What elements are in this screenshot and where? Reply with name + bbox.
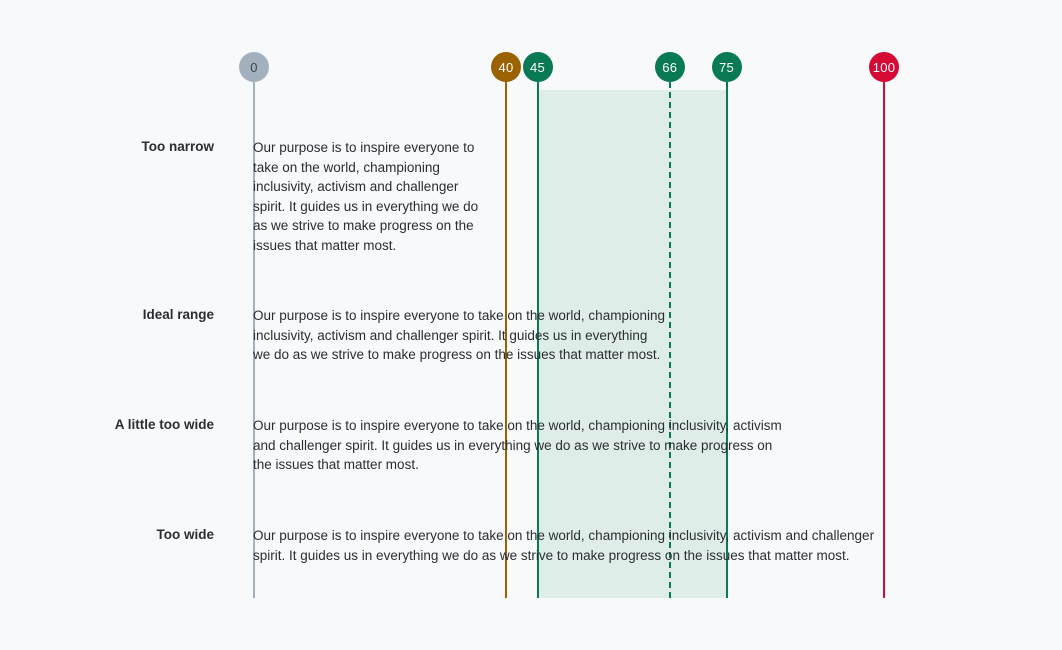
paragraph-line: inclusivity, activism and challenger spi… bbox=[253, 327, 648, 343]
paragraph-line: the issues that matter most. bbox=[253, 457, 419, 472]
row-label: A little too wide bbox=[114, 417, 214, 432]
sample-paragraph: Our purpose is to inspire everyone to tak… bbox=[253, 138, 478, 255]
guide-line-45 bbox=[536, 67, 539, 598]
marker-40: 40 bbox=[491, 52, 521, 82]
row-label: Too wide bbox=[156, 527, 215, 542]
guide-line-100 bbox=[883, 67, 885, 598]
paragraph-line: take on the world, championing bbox=[253, 159, 440, 175]
paragraph-line: inclusivity, activism and challenger bbox=[253, 179, 459, 194]
paragraph-line: issues that matter most. bbox=[253, 237, 397, 253]
paragraph-line: spirit. It guides us in everything we do bbox=[253, 198, 479, 214]
guide-line-75 bbox=[725, 67, 728, 598]
marker-100: 100 bbox=[869, 52, 899, 82]
guide-line-0 bbox=[253, 67, 255, 598]
paragraph-line: Our purpose is to inspire everyone to bbox=[253, 140, 475, 155]
paragraph-line: Our purpose is to inspire everyone to ta… bbox=[253, 418, 782, 433]
guide-line-66 bbox=[668, 82, 671, 598]
paragraph-line: we do as we strive to make progress on t… bbox=[253, 347, 661, 362]
marker-0: 0 bbox=[239, 52, 269, 82]
row-label: Too narrow bbox=[141, 139, 215, 154]
paragraph-line: as we strive to make progress on the bbox=[253, 218, 474, 233]
ideal-range-band bbox=[537, 90, 727, 598]
paragraph-line: Our purpose is to inspire everyone to ta… bbox=[253, 528, 875, 543]
marker-45: 45 bbox=[522, 52, 553, 82]
marker-75: 75 bbox=[711, 52, 742, 82]
marker-66: 66 bbox=[654, 52, 685, 82]
paragraph-line: spirit. It guides us in everything we do… bbox=[253, 547, 850, 563]
paragraph-line: and challenger spirit. It guides us in e… bbox=[253, 437, 773, 453]
row-label: Ideal range bbox=[142, 307, 214, 322]
paragraph-line: Our purpose is to inspire everyone to ta… bbox=[253, 308, 665, 323]
sample-paragraph: Our purpose is to inspire everyone to ta… bbox=[253, 416, 782, 475]
sample-paragraph: Our purpose is to inspire everyone to ta… bbox=[253, 526, 874, 565]
sample-paragraph: Our purpose is to inspire everyone to ta… bbox=[253, 306, 665, 365]
guide-line-40 bbox=[505, 67, 507, 598]
